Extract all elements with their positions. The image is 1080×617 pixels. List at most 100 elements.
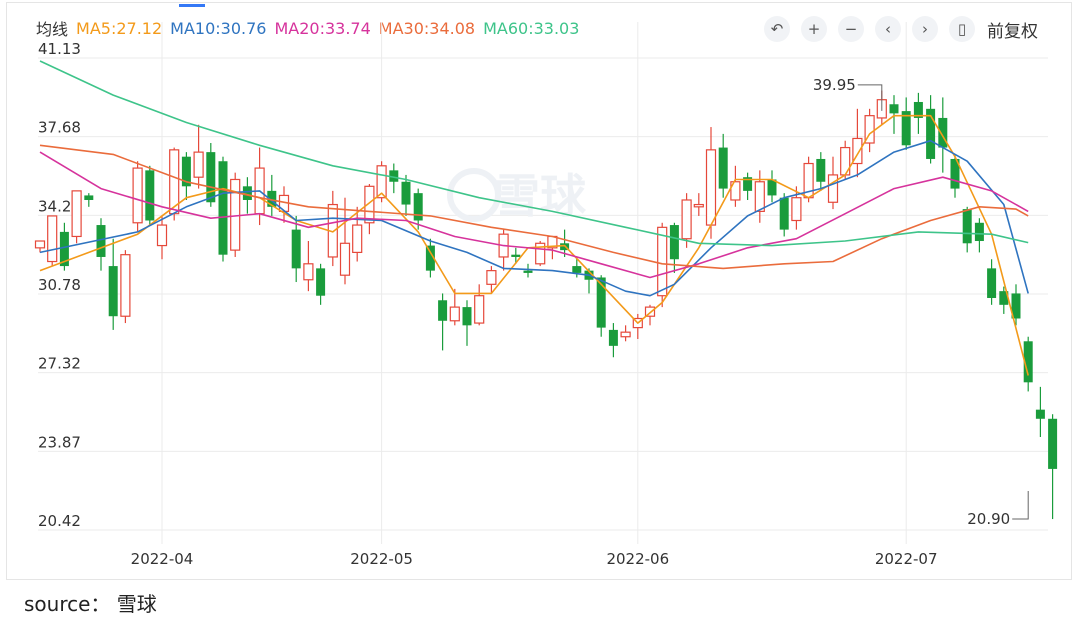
y-tick-label: 27.32 — [38, 355, 81, 373]
candle-body-up — [852, 137, 863, 165]
candle-body-down — [1048, 418, 1058, 469]
max-marker-line — [857, 84, 883, 111]
y-tick-label: 23.87 — [38, 433, 81, 451]
candle-body-down — [389, 170, 399, 182]
candle-body-up — [827, 174, 839, 203]
candle-body-down — [108, 266, 118, 317]
candle-body-down — [1035, 409, 1045, 419]
ma-line-ma60 — [39, 60, 1029, 247]
candle-body-up — [47, 215, 58, 263]
x-tick-label: 2022-04 — [131, 550, 194, 568]
candle-body-up — [364, 185, 375, 224]
candle-body-down — [316, 268, 326, 296]
candle-body-up — [193, 151, 204, 178]
candle-body-down — [267, 190, 277, 207]
candle-body-up — [132, 167, 143, 224]
candle-body-up — [474, 295, 485, 324]
candle-body-up — [791, 197, 802, 222]
source-caption: source： 雪球 — [24, 592, 157, 616]
ma-line-ma10 — [39, 139, 1029, 297]
candle-body-up — [620, 331, 631, 338]
candle-body-up — [681, 199, 692, 240]
y-tick-label: 20.42 — [38, 512, 81, 530]
candle-body-down — [987, 268, 997, 298]
candle-body-down — [889, 104, 899, 114]
undo-icon[interactable]: ↶ — [764, 16, 790, 42]
candle-body-down — [291, 229, 301, 269]
candle-body-down — [938, 117, 948, 148]
candle-body-down — [425, 245, 435, 271]
candle-body-up — [535, 242, 546, 265]
candle-body-down — [438, 300, 448, 321]
x-tick-label: 2022-05 — [350, 550, 413, 568]
candle-body-down — [596, 277, 606, 328]
watermark-logo-icon — [447, 168, 501, 222]
candle-body-down — [181, 156, 191, 187]
chart-toolbar: ↶ + − ‹ › ▯ 前复权 — [753, 15, 1038, 43]
candle-body-down — [401, 181, 411, 205]
active-tab-indicator — [179, 4, 205, 7]
legend-ma30[interactable]: MA30:34.08 — [378, 18, 476, 38]
ma-legend: 均线 MA5:27.12 MA10:30.76 MA20:33.74 MA30:… — [36, 16, 587, 40]
candle-body-up — [754, 181, 765, 212]
candle-body-down — [913, 101, 923, 118]
candle-body-down — [767, 179, 777, 196]
candlestick-chart: 41.13 37.68 34.23 30.78 27.32 23.87 20.42 2022-… — [34, 22, 1058, 568]
candle-body-up — [34, 240, 46, 249]
candle-body-down — [926, 108, 936, 159]
ma-line-ma20 — [39, 151, 1029, 279]
candle-body-down — [669, 225, 679, 260]
candle-body-down — [59, 231, 69, 267]
candle-body-down — [145, 170, 155, 221]
candle-body-down — [743, 177, 753, 191]
y-tick-label: 34.23 — [38, 197, 81, 215]
legend-ma5[interactable]: MA5:27.12 — [76, 18, 163, 38]
ma-line-ma30 — [39, 144, 1029, 270]
candle-body-down — [974, 222, 984, 242]
candle-body-up — [376, 165, 387, 199]
candle-body-up — [71, 190, 82, 238]
candle-body-up — [486, 270, 497, 285]
candle-body-up — [705, 149, 717, 226]
y-tick-label: 37.68 — [38, 119, 81, 137]
legend-ma10[interactable]: MA10:30.76 — [170, 18, 267, 38]
plus-icon[interactable]: + — [801, 16, 827, 42]
candle-body-down — [1011, 293, 1021, 319]
chevron-left-icon[interactable]: ‹ — [875, 16, 901, 42]
candle-body-down — [718, 147, 728, 189]
candlestick-icon[interactable]: ▯ — [949, 16, 975, 42]
legend-ma20[interactable]: MA20:33.74 — [274, 18, 371, 38]
x-tick-label: 2022-06 — [606, 550, 669, 568]
candle-body-down — [206, 152, 216, 203]
min-value-label: 20.90 — [967, 510, 1010, 528]
min-marker-line — [1012, 491, 1029, 520]
candle-body-down — [1023, 341, 1033, 383]
legend-ma60[interactable]: MA60:33.03 — [483, 18, 580, 38]
candle-body-down — [962, 209, 972, 244]
adjust-mode-button[interactable]: 前复权 — [987, 21, 1038, 42]
y-tick-label: 41.13 — [38, 40, 81, 58]
candle-body-up — [864, 115, 875, 144]
candle-body-up — [352, 224, 363, 254]
legend-label: 均线 — [36, 20, 69, 39]
candle-body-down — [816, 158, 826, 182]
candle-body-up — [449, 306, 460, 322]
candle-body-down — [779, 197, 789, 230]
candle-body-up — [339, 242, 351, 276]
candle-body-down — [242, 186, 252, 200]
candle-body-down — [218, 161, 228, 255]
minus-icon[interactable]: − — [838, 16, 864, 42]
candle-body-up — [303, 263, 314, 281]
candle-body-down — [523, 270, 533, 273]
candle-body-down — [572, 266, 582, 273]
candle-body-up — [644, 306, 656, 317]
ma-line-ma5 — [39, 114, 1029, 376]
candle-body-down — [901, 111, 911, 146]
max-value-label: 39.95 — [813, 76, 856, 94]
candle-body-down — [413, 193, 423, 221]
watermark-text: 雪球 — [494, 169, 587, 223]
chevron-right-icon[interactable]: › — [912, 16, 938, 42]
candle-body-up — [156, 224, 168, 247]
candle-body-down — [608, 329, 618, 346]
candle-body-down — [999, 291, 1009, 305]
